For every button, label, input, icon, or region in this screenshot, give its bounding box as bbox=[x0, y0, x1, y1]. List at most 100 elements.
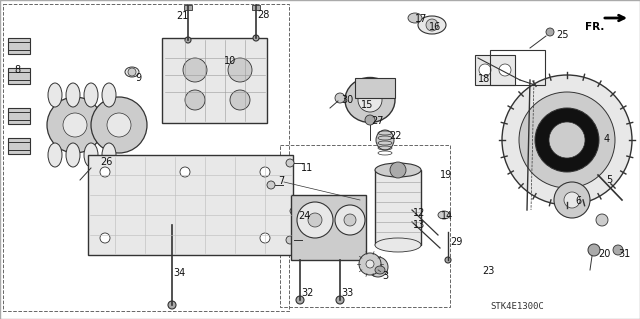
Text: 26: 26 bbox=[100, 157, 113, 167]
Circle shape bbox=[128, 68, 136, 76]
Circle shape bbox=[374, 263, 382, 271]
Text: 21: 21 bbox=[176, 11, 188, 21]
Text: 19: 19 bbox=[440, 170, 452, 180]
Circle shape bbox=[390, 162, 406, 178]
Ellipse shape bbox=[418, 16, 446, 34]
Circle shape bbox=[91, 97, 147, 153]
Bar bbox=[184, 5, 192, 10]
Circle shape bbox=[286, 236, 294, 244]
Ellipse shape bbox=[102, 83, 116, 107]
Bar bbox=[280, 145, 450, 307]
Text: 31: 31 bbox=[618, 249, 630, 259]
Bar bbox=[8, 108, 30, 124]
Text: 25: 25 bbox=[556, 30, 568, 40]
Bar bbox=[88, 155, 293, 255]
Circle shape bbox=[344, 214, 356, 226]
Circle shape bbox=[183, 58, 207, 82]
Ellipse shape bbox=[375, 163, 421, 177]
Circle shape bbox=[366, 260, 374, 268]
Text: STK4E1300C: STK4E1300C bbox=[490, 302, 544, 311]
Circle shape bbox=[63, 113, 87, 137]
Text: 20: 20 bbox=[598, 249, 611, 259]
Ellipse shape bbox=[375, 238, 421, 252]
Circle shape bbox=[286, 159, 294, 167]
Circle shape bbox=[253, 35, 259, 41]
Text: 4: 4 bbox=[604, 134, 610, 144]
Bar bbox=[8, 38, 30, 54]
Text: 27: 27 bbox=[371, 116, 383, 126]
Text: 9: 9 bbox=[135, 73, 141, 83]
Text: 13: 13 bbox=[413, 220, 425, 230]
Circle shape bbox=[588, 244, 600, 256]
Text: 33: 33 bbox=[341, 288, 353, 298]
Circle shape bbox=[499, 64, 511, 76]
Text: 24: 24 bbox=[298, 211, 310, 221]
Bar bbox=[355, 78, 395, 98]
Bar bbox=[252, 5, 260, 10]
Circle shape bbox=[336, 296, 344, 304]
Ellipse shape bbox=[375, 266, 385, 274]
Bar bbox=[162, 38, 267, 123]
Text: 3: 3 bbox=[382, 271, 388, 281]
Circle shape bbox=[180, 167, 190, 177]
Ellipse shape bbox=[125, 67, 139, 77]
Circle shape bbox=[47, 97, 103, 153]
Ellipse shape bbox=[290, 207, 300, 215]
Bar bbox=[3, 4, 289, 311]
Text: 10: 10 bbox=[224, 56, 236, 66]
Text: 15: 15 bbox=[361, 100, 373, 110]
Text: 11: 11 bbox=[301, 163, 313, 173]
Text: 34: 34 bbox=[173, 268, 185, 278]
Text: 16: 16 bbox=[429, 22, 441, 32]
Circle shape bbox=[445, 257, 451, 263]
Text: 8: 8 bbox=[14, 65, 20, 75]
Ellipse shape bbox=[376, 130, 394, 150]
Text: 6: 6 bbox=[575, 196, 581, 206]
Circle shape bbox=[91, 157, 101, 167]
Circle shape bbox=[519, 92, 615, 188]
Ellipse shape bbox=[345, 78, 395, 122]
Bar bbox=[8, 68, 30, 84]
Circle shape bbox=[100, 167, 110, 177]
Circle shape bbox=[100, 233, 110, 243]
Ellipse shape bbox=[102, 143, 116, 167]
Circle shape bbox=[308, 213, 322, 227]
Circle shape bbox=[168, 301, 176, 309]
Circle shape bbox=[335, 93, 345, 103]
Circle shape bbox=[365, 115, 375, 125]
Text: 28: 28 bbox=[257, 10, 269, 20]
Circle shape bbox=[260, 167, 270, 177]
Bar bbox=[375, 170, 421, 245]
Bar bbox=[8, 138, 30, 154]
Circle shape bbox=[215, 52, 221, 58]
Ellipse shape bbox=[66, 83, 80, 107]
Circle shape bbox=[549, 122, 585, 158]
Ellipse shape bbox=[66, 143, 80, 167]
Circle shape bbox=[358, 88, 382, 112]
Ellipse shape bbox=[48, 143, 62, 167]
Text: FR.: FR. bbox=[585, 22, 604, 32]
Bar bbox=[291, 195, 366, 260]
Circle shape bbox=[554, 182, 590, 218]
Circle shape bbox=[596, 214, 608, 226]
Circle shape bbox=[368, 257, 388, 277]
Circle shape bbox=[230, 90, 250, 110]
Ellipse shape bbox=[213, 51, 223, 59]
Ellipse shape bbox=[48, 83, 62, 107]
Text: 30: 30 bbox=[341, 95, 353, 105]
Text: 14: 14 bbox=[441, 211, 453, 221]
Circle shape bbox=[479, 64, 491, 76]
Circle shape bbox=[613, 245, 623, 255]
Text: 7: 7 bbox=[278, 176, 284, 186]
Text: 29: 29 bbox=[450, 237, 462, 247]
Ellipse shape bbox=[84, 83, 98, 107]
Circle shape bbox=[260, 233, 270, 243]
Circle shape bbox=[267, 181, 275, 189]
Circle shape bbox=[107, 113, 131, 137]
Circle shape bbox=[359, 253, 381, 275]
Circle shape bbox=[185, 37, 191, 43]
Text: 17: 17 bbox=[415, 14, 428, 24]
Circle shape bbox=[502, 75, 632, 205]
Text: 22: 22 bbox=[389, 131, 401, 141]
Circle shape bbox=[228, 58, 252, 82]
